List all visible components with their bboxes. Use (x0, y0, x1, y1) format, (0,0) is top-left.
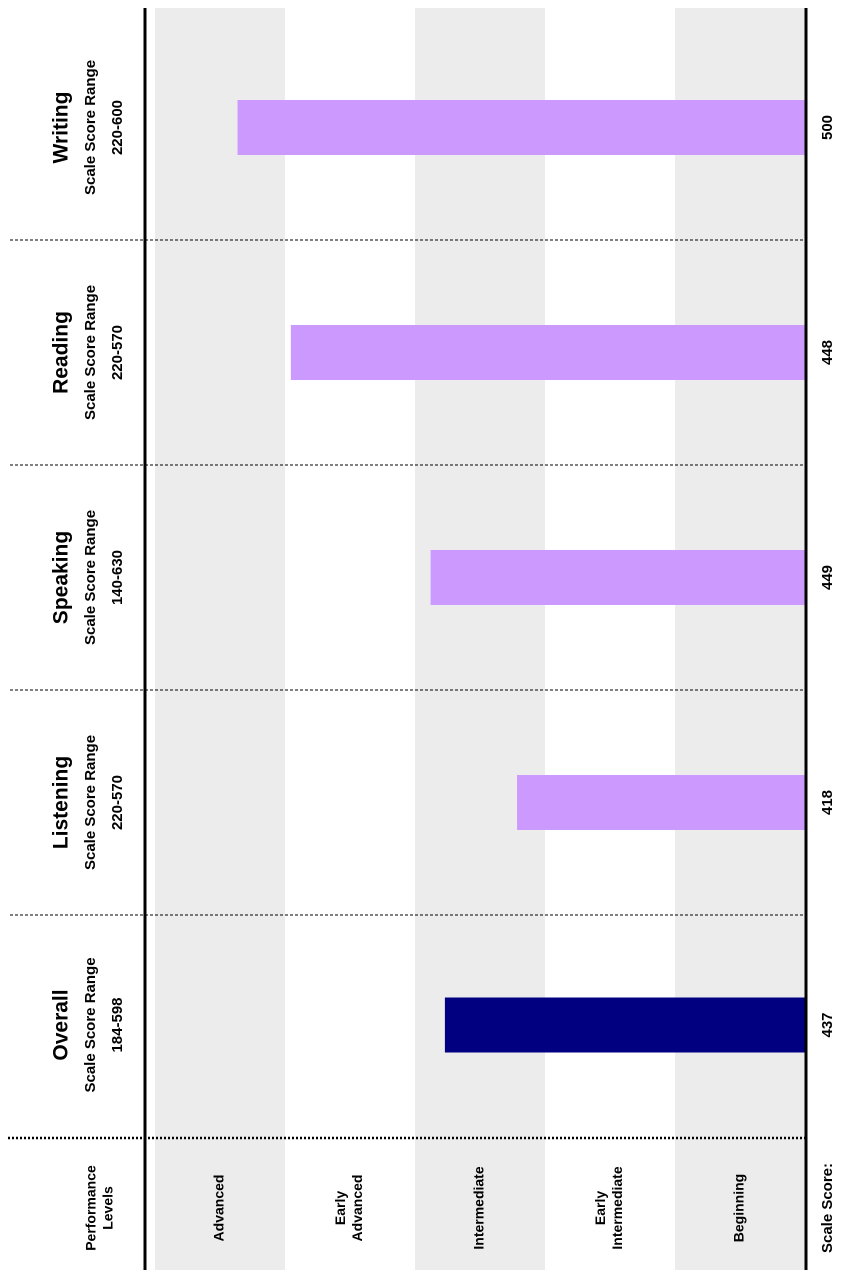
performance-levels-header-line-1: Levels (100, 1186, 116, 1230)
level-label-3-line-1: Advanced (349, 1175, 365, 1242)
range-value-overall: 184-598 (109, 997, 126, 1052)
range-label-listening: Scale Score Range (82, 735, 99, 870)
range-label-overall: Scale Score Range (82, 957, 99, 1092)
level-label-3-line-0: Early (332, 1191, 348, 1225)
performance-level-bands (155, 8, 805, 1270)
category-title-speaking: Speaking (50, 531, 73, 624)
score-value-writing: 500 (819, 115, 836, 140)
bar-reading (290, 325, 806, 380)
band-4 (155, 8, 285, 1270)
scale-score-values: 437 418 449 448 500 (819, 115, 836, 1038)
score-value-overall: 437 (819, 1012, 836, 1037)
category-title-overall: Overall (50, 989, 73, 1060)
range-value-listening: 220-570 (109, 775, 126, 830)
scale-score-header: Scale Score: (819, 1163, 836, 1253)
performance-levels-header-line-0: Performance (83, 1165, 99, 1251)
band-0 (675, 8, 805, 1270)
range-label-writing: Scale Score Range (82, 60, 99, 195)
score-value-listening: 418 (819, 790, 836, 815)
header-labels: Performance Levels Scale Score: (83, 1163, 836, 1253)
bar-speaking (430, 550, 805, 605)
score-value-speaking: 449 (819, 565, 836, 590)
range-label-speaking: Scale Score Range (82, 510, 99, 645)
bar-overall (444, 997, 805, 1053)
level-label-1-line-0: Early (592, 1191, 608, 1225)
score-value-reading: 448 (819, 340, 836, 365)
level-label-4-line-0: Advanced (211, 1175, 227, 1242)
range-label-reading: Scale Score Range (82, 285, 99, 420)
level-label-0-line-0: Beginning (731, 1174, 747, 1242)
bar-writing (237, 100, 806, 155)
category-title-listening: Listening (50, 756, 73, 849)
level-label-1-line-1: Intermediate (609, 1166, 625, 1249)
category-separators (8, 239, 805, 1140)
category-title-reading: Reading (50, 311, 73, 394)
axis-lines (143, 8, 808, 1270)
range-value-speaking: 140-630 (109, 550, 126, 605)
category-labels: Overall Scale Score Range 184-598 Listening… (50, 60, 126, 1093)
band-2 (415, 8, 545, 1270)
score-bars (237, 100, 806, 1053)
level-label-2-line-0: Intermediate (471, 1166, 487, 1249)
category-title-writing: Writing (50, 92, 73, 164)
bar-listening (517, 775, 805, 830)
range-value-writing: 220-600 (109, 100, 126, 155)
range-value-reading: 220-570 (109, 325, 126, 380)
